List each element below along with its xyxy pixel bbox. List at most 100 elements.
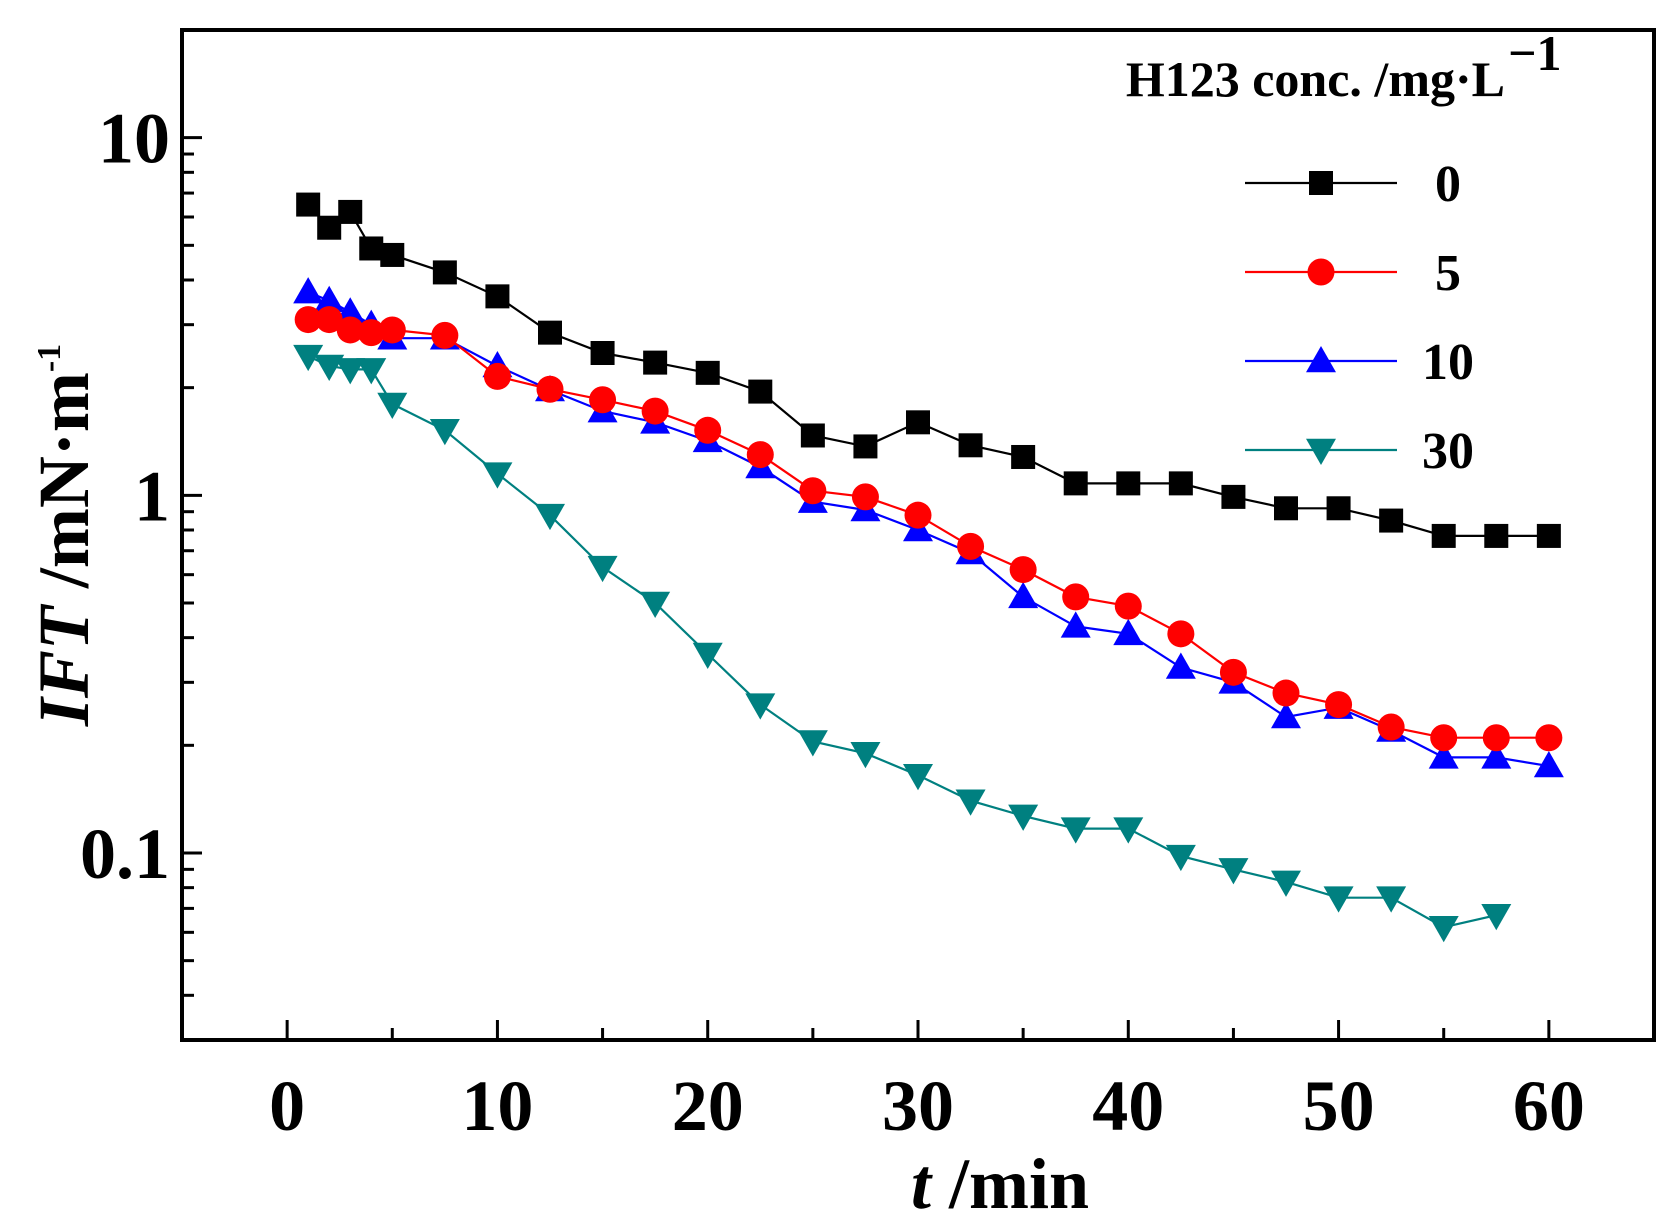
x-tick-label: 40 xyxy=(1092,1066,1164,1146)
legend-title-sup: −1 xyxy=(1508,25,1562,81)
data-point xyxy=(748,379,773,404)
data-point xyxy=(903,763,933,791)
data-point xyxy=(1377,713,1405,741)
data-point xyxy=(958,433,983,458)
data-point xyxy=(377,392,408,420)
data-point xyxy=(904,501,932,529)
data-point xyxy=(293,344,324,372)
data-point xyxy=(338,199,363,224)
data-point xyxy=(851,483,879,511)
series-10 xyxy=(293,277,1564,778)
data-point xyxy=(799,477,827,505)
data-point xyxy=(1060,817,1091,844)
data-point xyxy=(1219,658,1247,686)
data-point xyxy=(1008,581,1039,609)
data-point xyxy=(1062,583,1090,611)
data-point xyxy=(1379,508,1404,533)
data-point xyxy=(1165,652,1196,679)
data-point xyxy=(1271,870,1301,897)
x-tick-label: 50 xyxy=(1303,1066,1375,1146)
data-point xyxy=(1167,620,1195,648)
y-axis-title-sup: -1 xyxy=(31,344,68,372)
data-point xyxy=(314,354,345,381)
data-point xyxy=(955,789,986,816)
y-axis-title-italic: IFT xyxy=(24,603,104,727)
data-point xyxy=(335,297,366,324)
data-point xyxy=(1063,471,1088,496)
data-point xyxy=(538,320,562,345)
data-point xyxy=(641,397,669,425)
data-point xyxy=(432,260,457,285)
data-point xyxy=(590,340,615,365)
legend-item-30: 30 xyxy=(1245,423,1474,480)
data-point xyxy=(1325,691,1353,719)
data-point xyxy=(482,462,513,489)
series-30 xyxy=(293,344,1512,943)
x-axis-title: t /min xyxy=(911,1144,1089,1224)
data-point xyxy=(1482,724,1510,752)
data-point xyxy=(587,555,618,583)
data-point xyxy=(589,386,617,414)
data-point xyxy=(317,215,342,240)
data-point xyxy=(1113,618,1144,646)
data-point xyxy=(1428,742,1459,769)
data-point xyxy=(336,316,364,344)
x-tick-label: 20 xyxy=(672,1066,744,1146)
data-point xyxy=(853,434,878,459)
data-point xyxy=(315,306,343,334)
data-point xyxy=(314,285,345,312)
data-point xyxy=(906,410,930,435)
data-point xyxy=(1536,523,1561,548)
data-point xyxy=(957,532,985,560)
data-point xyxy=(1218,858,1249,885)
y-tick-label: 0.1 xyxy=(80,814,170,894)
legend-label: 0 xyxy=(1435,156,1461,213)
data-point xyxy=(357,319,385,347)
data-point xyxy=(535,503,565,531)
x-tick-label: 60 xyxy=(1513,1066,1585,1146)
y-tick-label: 10 xyxy=(98,99,170,179)
data-point xyxy=(1533,751,1564,778)
data-point xyxy=(746,441,774,469)
data-point xyxy=(1113,817,1144,844)
data-point xyxy=(1428,915,1459,943)
data-point xyxy=(359,236,384,261)
data-point xyxy=(429,419,460,446)
legend-label: 5 xyxy=(1435,245,1461,302)
data-point xyxy=(640,591,671,618)
data-point xyxy=(293,277,324,304)
y-tick-label: 1 xyxy=(134,456,170,536)
x-tick-label: 0 xyxy=(269,1066,305,1146)
data-point xyxy=(485,284,510,309)
data-point xyxy=(1272,679,1300,707)
data-point xyxy=(1481,742,1512,769)
data-point xyxy=(1274,496,1298,521)
data-point xyxy=(1221,484,1246,509)
data-point xyxy=(1271,702,1301,729)
data-point xyxy=(1326,496,1351,521)
data-point xyxy=(745,693,776,720)
legend-title: H123 conc. /mg·L xyxy=(1126,51,1505,107)
data-point xyxy=(692,642,723,670)
data-point xyxy=(1008,804,1039,831)
data-point xyxy=(1009,556,1037,584)
data-point xyxy=(294,306,322,334)
data-point xyxy=(643,350,668,375)
data-point xyxy=(1430,724,1458,752)
data-point xyxy=(1165,844,1196,872)
x-tick-label: 30 xyxy=(882,1066,954,1146)
legend-label: 30 xyxy=(1422,423,1474,480)
data-point xyxy=(1116,471,1141,496)
legend-marker xyxy=(1306,346,1336,373)
data-point xyxy=(378,316,406,344)
data-point xyxy=(694,416,722,444)
legend-marker xyxy=(1309,171,1333,195)
series-0 xyxy=(296,192,1561,548)
x-tick-label: 10 xyxy=(461,1066,533,1146)
data-point xyxy=(1060,611,1091,638)
legend-item-5: 5 xyxy=(1245,245,1461,302)
data-point xyxy=(1376,886,1407,913)
data-point xyxy=(1168,471,1193,496)
data-point xyxy=(1011,444,1036,469)
